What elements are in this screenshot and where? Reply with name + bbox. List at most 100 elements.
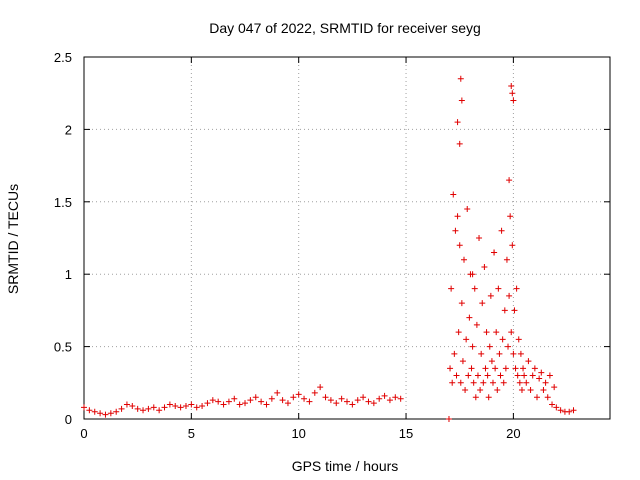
data-point [483, 329, 490, 336]
x-tick-label: 0 [80, 426, 87, 441]
data-point [86, 407, 93, 414]
data-point [454, 213, 461, 220]
data-point [474, 372, 481, 379]
data-point [540, 387, 547, 394]
data-point [386, 397, 393, 404]
data-point [150, 404, 157, 411]
data-point [506, 177, 513, 184]
data-point [118, 405, 125, 412]
data-point [536, 375, 543, 382]
data-point [123, 401, 130, 408]
data-point [457, 75, 464, 82]
data-point [544, 394, 551, 401]
x-tick-label: 20 [506, 426, 520, 441]
data-point [518, 387, 525, 394]
data-point [102, 411, 109, 418]
data-point [527, 387, 534, 394]
data-point [493, 329, 500, 336]
data-point [349, 401, 356, 408]
y-axis-ticks: 0 0.5 1 1.5 2 2.5 [54, 50, 610, 427]
data-point [258, 398, 265, 405]
data-point [209, 397, 216, 404]
data-point [478, 350, 485, 357]
data-point [509, 242, 516, 249]
data-point [496, 350, 503, 357]
data-point [97, 410, 104, 417]
data-point [455, 329, 462, 336]
data-point [529, 372, 536, 379]
data-point [453, 372, 460, 379]
data-point [456, 242, 463, 249]
data-point [521, 372, 528, 379]
data-point [570, 407, 577, 414]
data-point [231, 395, 238, 402]
data-point [469, 271, 476, 278]
data-point [468, 365, 475, 372]
data-point [456, 140, 463, 147]
data-point [501, 307, 508, 314]
data-point [499, 336, 506, 343]
y-axis-label: SRMTID / TECUs [5, 184, 21, 294]
data-point [225, 398, 232, 405]
data-point [263, 401, 270, 408]
data-point [166, 401, 173, 408]
data-point [473, 321, 480, 328]
data-point [482, 365, 489, 372]
data-point [523, 379, 530, 386]
data-point [538, 369, 545, 376]
data-point [284, 400, 291, 407]
data-point [301, 395, 308, 402]
data-point [566, 408, 573, 415]
data-point [488, 358, 495, 365]
data-point [464, 206, 471, 213]
data-point [81, 404, 87, 411]
data-point [204, 400, 211, 407]
data-point [134, 405, 141, 412]
data-point [354, 397, 361, 404]
data-point [516, 379, 523, 386]
chart-title: Day 047 of 2022, SRMTID for receiver sey… [209, 20, 481, 36]
data-point [495, 285, 502, 292]
data-point [494, 387, 501, 394]
data-point [466, 314, 473, 321]
data-point [199, 402, 206, 409]
data-point [520, 365, 527, 372]
data-point [525, 358, 532, 365]
data-point [279, 397, 286, 404]
x-axis-label: GPS time / hours [292, 458, 399, 474]
data-point [129, 402, 136, 409]
data-point [247, 397, 254, 404]
data-point [156, 407, 163, 414]
data-point [451, 350, 458, 357]
data-point [498, 227, 505, 234]
data-point [514, 372, 521, 379]
data-point [508, 329, 515, 336]
data-point [449, 379, 456, 386]
data-point [113, 408, 120, 415]
data-point [507, 213, 514, 220]
data-point [510, 97, 517, 104]
data-point [457, 379, 464, 386]
data-point [489, 379, 496, 386]
y-tick-label: 1 [65, 267, 72, 282]
data-point [242, 400, 249, 407]
x-axis-ticks: 0 5 10 15 20 [80, 57, 521, 441]
data-point [322, 394, 329, 401]
data-point [392, 394, 399, 401]
data-point [534, 394, 541, 401]
data-point [91, 408, 98, 415]
data-point [492, 365, 499, 372]
data-point [215, 398, 222, 405]
y-tick-label: 1.5 [54, 195, 72, 210]
grid-lines [84, 57, 610, 419]
data-point [505, 343, 512, 350]
data-point [477, 387, 484, 394]
data-point [480, 379, 487, 386]
data-points [81, 75, 577, 422]
data-point [508, 82, 515, 89]
data-point [290, 394, 297, 401]
data-point [486, 343, 493, 350]
x-tick-label: 15 [399, 426, 413, 441]
data-point [461, 256, 468, 263]
data-point [295, 391, 302, 398]
